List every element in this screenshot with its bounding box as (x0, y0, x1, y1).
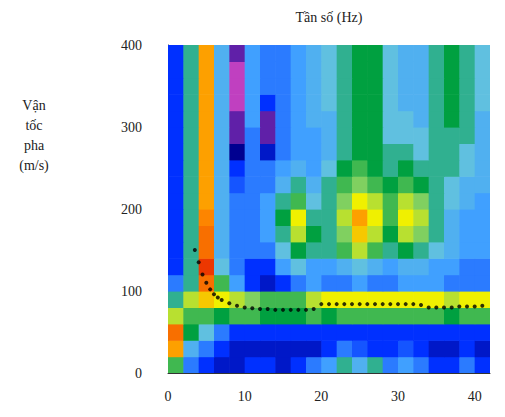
svg-text:0: 0 (165, 389, 172, 404)
svg-text:200: 200 (121, 202, 142, 217)
svg-text:Vận: Vận (22, 98, 45, 113)
svg-text:pha: pha (24, 138, 45, 153)
svg-text:0: 0 (135, 366, 142, 381)
svg-text:tốc: tốc (25, 118, 42, 133)
svg-text:40: 40 (468, 389, 482, 404)
svg-text:20: 20 (314, 389, 328, 404)
svg-text:30: 30 (391, 389, 405, 404)
svg-text:100: 100 (121, 284, 142, 299)
svg-text:10: 10 (238, 389, 252, 404)
svg-text:Tần số (Hz): Tần số (Hz) (296, 10, 363, 26)
svg-text:(m/s): (m/s) (19, 158, 49, 174)
svg-text:300: 300 (121, 120, 142, 135)
svg-text:400: 400 (121, 38, 142, 53)
